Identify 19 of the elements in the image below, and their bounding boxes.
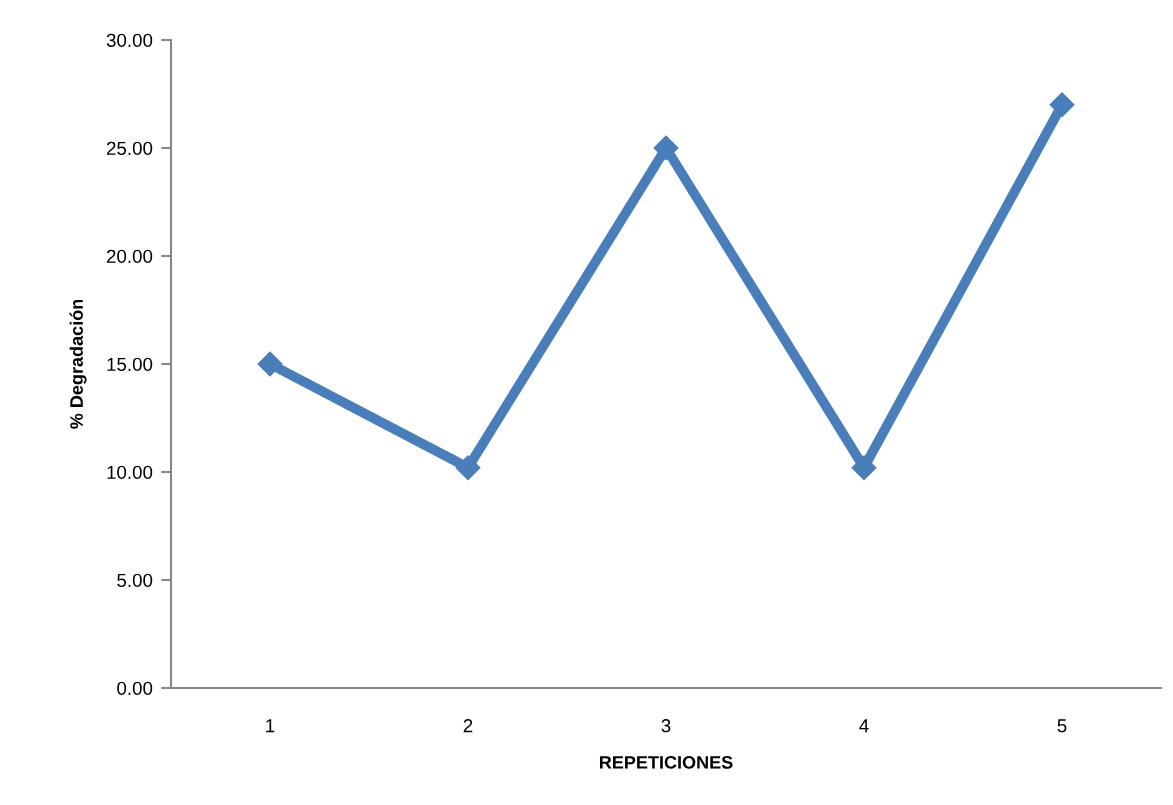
point xyxy=(455,454,481,481)
y-tick-label: 20.00 xyxy=(106,249,153,263)
y-tick-label: 0.00 xyxy=(117,681,153,695)
x-tick-label: 4 xyxy=(859,719,869,733)
point xyxy=(257,351,283,377)
x-tick-label: 3 xyxy=(661,719,671,733)
point xyxy=(1049,92,1075,118)
x-tick-label: 5 xyxy=(1057,719,1067,733)
point xyxy=(653,135,679,161)
y-tick-label: 10.00 xyxy=(107,465,153,479)
y-tick-label: 15.00 xyxy=(107,357,153,371)
x-tick-label: 1 xyxy=(266,719,275,733)
x-axis-title: REPETICIONES xyxy=(599,755,733,769)
y-axis-title: % Degradación xyxy=(69,299,87,429)
point xyxy=(851,454,877,481)
y-tick-label: 5.00 xyxy=(117,573,153,587)
x-tick-label: 2 xyxy=(463,719,473,733)
y-tick-label: 30.00 xyxy=(106,33,153,47)
y-tick-label: 25.00 xyxy=(106,141,153,155)
